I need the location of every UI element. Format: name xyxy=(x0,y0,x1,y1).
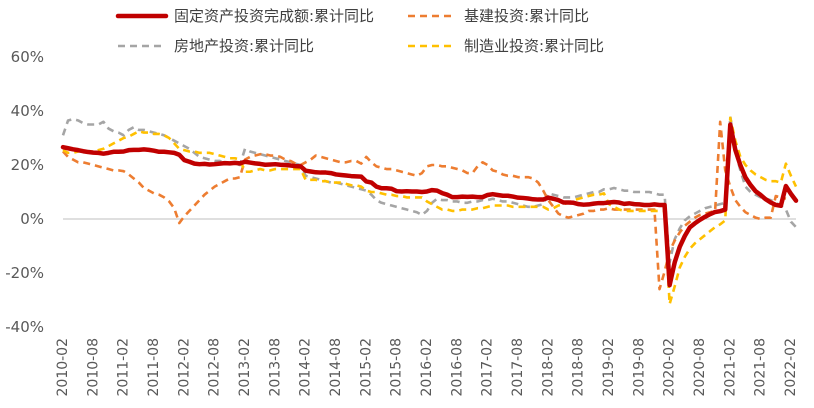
y-tick-label: -20% xyxy=(5,264,44,282)
x-tick-label: 2018-08 xyxy=(571,338,587,397)
series-line-0 xyxy=(60,122,799,288)
series-line-3 xyxy=(62,116,798,306)
y-tick-label: 0% xyxy=(20,210,44,228)
x-tick-label: 2019-08 xyxy=(631,338,647,397)
x-tick-label: 2013-02 xyxy=(237,338,253,397)
x-tick-label: 2021-08 xyxy=(753,338,769,397)
y-tick-label: 20% xyxy=(11,156,44,174)
x-tick-label: 2019-02 xyxy=(601,338,617,397)
x-tick-label: 2016-02 xyxy=(419,338,435,397)
x-tick-label: 2015-08 xyxy=(389,338,405,397)
x-tick-label: 2011-08 xyxy=(146,338,162,397)
x-tick-label: 2021-02 xyxy=(722,338,738,397)
x-tick-label: 2010-08 xyxy=(85,338,101,397)
x-tick-label: 2017-02 xyxy=(480,338,496,397)
legend-label: 房地产投资:累计同比 xyxy=(174,37,314,55)
x-tick-label: 2012-08 xyxy=(207,338,223,397)
x-tick-label: 2020-08 xyxy=(692,338,708,397)
x-tick-label: 2014-02 xyxy=(298,338,314,397)
series-line-2 xyxy=(61,115,797,264)
legend-label: 制造业投资:累计同比 xyxy=(464,37,604,55)
x-tick-label: 2020-02 xyxy=(662,338,678,397)
x-tick-label: 2012-02 xyxy=(176,338,192,397)
series-group xyxy=(60,115,799,306)
x-tick-label: 2018-02 xyxy=(540,338,556,397)
x-tick-label: 2017-08 xyxy=(510,338,526,397)
x-tick-label: 2010-02 xyxy=(55,338,71,397)
y-tick-label: -40% xyxy=(5,318,44,336)
x-tick-label: 2015-02 xyxy=(358,338,374,397)
y-tick-label: 40% xyxy=(11,102,44,120)
y-axis: 60% 40% 20% 0% -20% -40% xyxy=(5,48,44,336)
x-tick-label: 2016-08 xyxy=(449,338,465,397)
x-tick-label: 2011-02 xyxy=(116,338,132,397)
x-axis: 2010-02 2010-08 2011-02 2011-08 2012-02 2012-… xyxy=(55,218,799,397)
x-tick-label: 2014-08 xyxy=(328,338,344,397)
x-tick-label: 2022-02 xyxy=(783,338,799,397)
series-line-1 xyxy=(62,120,787,291)
y-tick-label: 60% xyxy=(11,48,44,66)
legend-label: 固定资产投资完成额:累计同比 xyxy=(174,7,374,25)
legend-label: 基建投资:累计同比 xyxy=(464,7,589,25)
x-tick-label: 2013-08 xyxy=(267,338,283,397)
